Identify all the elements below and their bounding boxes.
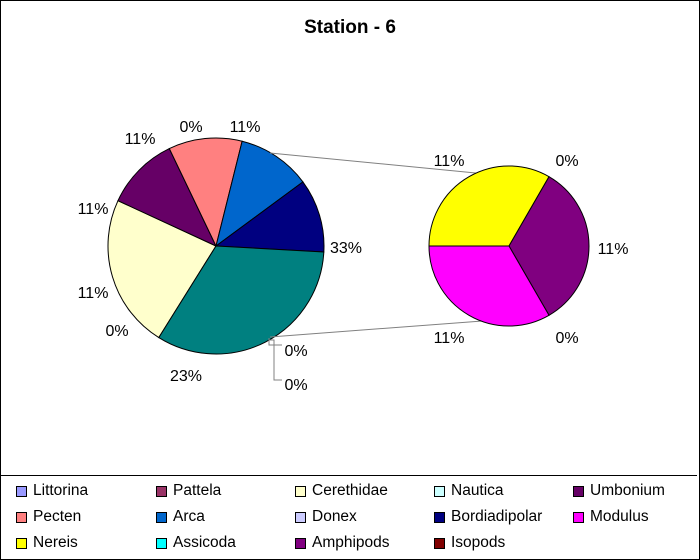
- main-label-arca: 11%: [125, 131, 156, 148]
- main-slice-arca: [215, 140, 304, 248]
- main-label-nautica: 0%: [284, 377, 307, 394]
- main-leader-nautica: [269, 339, 282, 381]
- legend-label-umbonium: Umbonium: [590, 482, 665, 499]
- secondary-slice-nereis: [428, 165, 550, 247]
- legend-item-amphipods: Amphipods: [295, 533, 390, 553]
- legend-label-littorina: Littorina: [33, 482, 89, 499]
- legend-item-nereis: Nereis: [16, 533, 78, 553]
- legend-label-assicoda: Assicoda: [173, 534, 236, 551]
- main-label-pattela: 0%: [284, 343, 307, 360]
- legend-swatch-nautica: [434, 485, 445, 497]
- legend-item-arca: Arca: [156, 507, 205, 527]
- secondary-label-amphipods: 11%: [598, 241, 629, 258]
- legend-swatch-arca: [156, 511, 167, 523]
- legend-swatch-cerethidae: [295, 485, 306, 497]
- legend-item-isopods: Isopods: [434, 533, 505, 553]
- legend-swatch-nereis: [16, 537, 27, 549]
- main-slice-bordiadipolar: [214, 181, 325, 253]
- legend-label-pattela: Pattela: [173, 482, 222, 499]
- legend-label-pecten: Pecten: [33, 508, 82, 525]
- legend-item-pattela: Pattela: [156, 481, 221, 501]
- legend: Littorina Pattela Cerethidae Nautica Umboniu…: [1, 475, 697, 559]
- pie-of-pie-chart: 23% 0% 11% 11% 11% 0% 11% 33% 0% 0% 11% 0% 11% 0% 11%: [78, 119, 629, 394]
- legend-label-isopods: Isopods: [451, 534, 506, 551]
- legend-item-modulus: Modulus: [573, 507, 649, 527]
- legend-label-modulus: Modulus: [590, 508, 649, 525]
- legend-label-bordiadipolar: Bordiadipolar: [451, 508, 543, 525]
- legend-item-littorina: Littorina: [16, 481, 88, 501]
- main-label-umbonium: 11%: [78, 285, 109, 302]
- legend-label-arca: Arca: [173, 508, 205, 525]
- legend-swatch-pattela: [156, 485, 167, 497]
- main-slice-cerethidae: [107, 200, 217, 339]
- legend-swatch-amphipods: [295, 537, 306, 549]
- main-label-cerethidae: 23%: [170, 368, 202, 385]
- main-label-donex: 0%: [179, 119, 202, 136]
- legend-swatch-bordiadipolar: [434, 511, 445, 523]
- legend-item-donex: Donex: [295, 507, 357, 527]
- legend-item-bordiadipolar: Bordiadipolar: [434, 507, 542, 527]
- legend-swatch-modulus: [573, 511, 584, 523]
- main-label-littorina: 0%: [105, 323, 128, 340]
- secondary-slice-modulus: [428, 245, 550, 327]
- legend-swatch-assicoda: [156, 537, 167, 549]
- legend-label-nereis: Nereis: [33, 534, 78, 551]
- legend-item-cerethidae: Cerethidae: [295, 481, 388, 501]
- main-label-bordiadipolar: 11%: [230, 119, 261, 136]
- legend-label-cerethidae: Cerethidae: [312, 482, 388, 499]
- chart-title: Station - 6: [304, 17, 396, 38]
- legend-label-nautica: Nautica: [451, 482, 504, 499]
- main-slice-pecten: [168, 137, 243, 248]
- main-slice-other: [158, 245, 325, 355]
- legend-label-amphipods: Amphipods: [312, 534, 390, 551]
- main-slice-umbonium: [117, 147, 218, 248]
- legend-item-umbonium: Umbonium: [573, 481, 665, 501]
- legend-label-donex: Donex: [312, 508, 357, 525]
- secondary-label-assicoda: 0%: [555, 330, 578, 347]
- legend-swatch-littorina: [16, 485, 27, 497]
- legend-swatch-umbonium: [573, 485, 584, 497]
- main-label-other: 33%: [330, 240, 362, 257]
- secondary-slice-amphipods: [508, 176, 590, 316]
- legend-item-nautica: Nautica: [434, 481, 504, 501]
- legend-item-assicoda: Assicoda: [156, 533, 236, 553]
- secondary-label-nereis: 11%: [434, 153, 465, 170]
- legend-swatch-pecten: [16, 511, 27, 523]
- main-label-pecten: 11%: [78, 201, 109, 218]
- secondary-label-modulus: 11%: [434, 330, 465, 347]
- secondary-label-isopods: 0%: [555, 153, 578, 170]
- legend-swatch-isopods: [434, 537, 445, 549]
- legend-swatch-donex: [295, 511, 306, 523]
- legend-item-pecten: Pecten: [16, 507, 81, 527]
